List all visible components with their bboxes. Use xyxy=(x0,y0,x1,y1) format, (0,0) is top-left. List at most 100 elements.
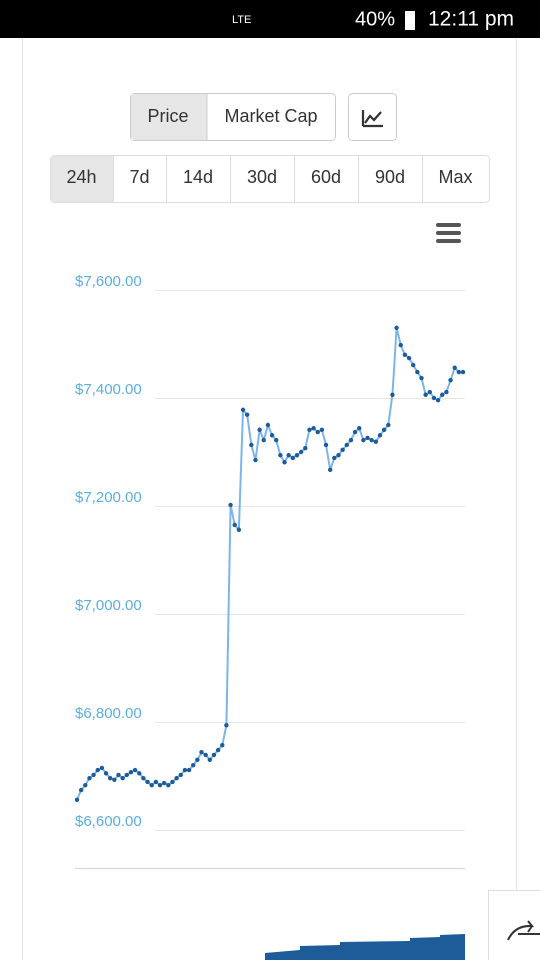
price-point xyxy=(411,363,415,367)
price-point xyxy=(328,468,332,472)
price-point xyxy=(133,768,137,772)
price-point xyxy=(324,443,328,447)
price-point xyxy=(403,353,407,357)
price-point xyxy=(440,393,444,397)
price-point xyxy=(378,433,382,437)
price-point xyxy=(216,748,220,752)
y-tick-label: $7,400.00 xyxy=(75,381,142,398)
price-point xyxy=(170,780,174,784)
price-point xyxy=(415,370,419,374)
y-tick-label: $6,800.00 xyxy=(75,705,142,722)
price-point xyxy=(224,723,228,727)
price-point xyxy=(444,390,448,394)
price-point xyxy=(249,443,253,447)
price-point xyxy=(361,438,365,442)
range-button[interactable]: 14d xyxy=(183,167,213,187)
price-point xyxy=(174,776,178,780)
price-point xyxy=(407,356,411,360)
price-point xyxy=(100,766,104,770)
range-button[interactable]: 60d xyxy=(311,167,341,187)
price-point xyxy=(245,413,249,417)
price-point xyxy=(423,393,427,397)
price-point xyxy=(220,743,224,747)
price-point xyxy=(125,773,129,777)
time: 12:11 pm xyxy=(428,8,514,31)
price-point xyxy=(320,428,324,432)
price-point xyxy=(104,771,108,775)
price-point xyxy=(257,428,261,432)
price-point xyxy=(394,326,398,330)
price-point xyxy=(270,433,274,437)
price-point xyxy=(199,750,203,754)
price-point xyxy=(187,768,191,772)
price-point xyxy=(208,758,212,762)
price-point xyxy=(162,781,166,785)
price-point xyxy=(137,771,141,775)
price-point xyxy=(419,376,423,380)
range-button[interactable]: 24h xyxy=(66,167,96,187)
price-point xyxy=(278,453,282,457)
price-point xyxy=(166,783,170,787)
price-point xyxy=(291,456,295,460)
price-point xyxy=(228,503,232,507)
price-point xyxy=(303,446,307,450)
price-point xyxy=(183,768,187,772)
price-point xyxy=(96,768,100,772)
price-point xyxy=(141,776,145,780)
menu-icon[interactable] xyxy=(436,223,461,243)
range-button[interactable]: Max xyxy=(438,167,472,187)
price-point xyxy=(353,430,357,434)
price-point xyxy=(83,783,87,787)
price-point xyxy=(108,776,112,780)
price-point xyxy=(436,398,440,402)
price-point xyxy=(112,778,116,782)
price-point xyxy=(374,440,378,444)
battery: 40% xyxy=(355,8,395,30)
network: LTE xyxy=(232,14,251,26)
price-point xyxy=(457,370,461,374)
price-point xyxy=(390,393,394,397)
price-point xyxy=(345,443,349,447)
price-point xyxy=(386,423,390,427)
toggle-button[interactable]: Market Cap xyxy=(224,106,317,126)
price-point xyxy=(79,788,83,792)
price-point xyxy=(191,763,195,767)
price-point xyxy=(299,450,303,454)
y-tick-label: $7,000.00 xyxy=(75,597,142,614)
price-point xyxy=(382,428,386,432)
price-point xyxy=(154,780,158,784)
price-point xyxy=(129,770,133,774)
price-point xyxy=(311,426,315,430)
price-point xyxy=(253,458,257,462)
menu-bar xyxy=(436,223,461,227)
price-point xyxy=(428,390,432,394)
price-point xyxy=(295,453,299,457)
price-point xyxy=(369,438,373,442)
price-point xyxy=(179,773,183,777)
toggle-button[interactable]: Price xyxy=(147,106,188,126)
price-point xyxy=(340,448,344,452)
price-point xyxy=(158,783,162,787)
price-point xyxy=(332,456,336,460)
price-point xyxy=(349,438,353,442)
range-button[interactable]: 7d xyxy=(129,167,149,187)
price-point xyxy=(91,773,95,777)
price-point xyxy=(307,428,311,432)
price-point xyxy=(87,776,91,780)
y-tick-label: $7,600.00 xyxy=(75,273,142,290)
price-point xyxy=(452,366,456,370)
price-point xyxy=(286,453,290,457)
price-point xyxy=(365,436,369,440)
range-button[interactable]: 90d xyxy=(375,167,405,187)
price-point xyxy=(75,798,79,802)
range-button[interactable]: 30d xyxy=(247,167,277,187)
price-point xyxy=(195,758,199,762)
price-point xyxy=(336,453,340,457)
price-point xyxy=(448,378,452,382)
price-point xyxy=(432,396,436,400)
price-point xyxy=(274,438,278,442)
price-point xyxy=(120,776,124,780)
price-point xyxy=(461,370,465,374)
